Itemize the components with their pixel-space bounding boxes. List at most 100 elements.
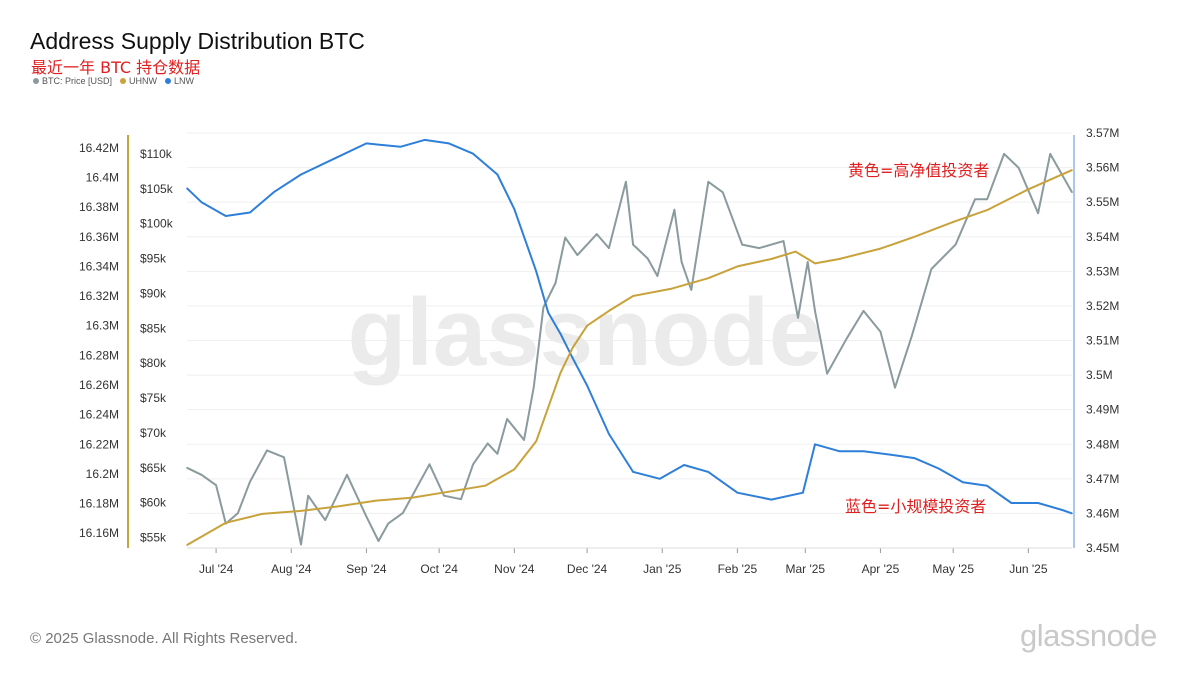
data-point xyxy=(838,450,840,453)
data-point xyxy=(472,463,474,466)
watermark: glassnode xyxy=(348,279,823,386)
data-point xyxy=(632,243,634,246)
y-tick-uhnw: 16.3M xyxy=(86,319,119,333)
data-point xyxy=(646,257,649,260)
data-point xyxy=(690,289,693,291)
data-point xyxy=(496,173,499,176)
data-point xyxy=(399,146,402,148)
data-point xyxy=(1071,191,1073,194)
data-point xyxy=(547,312,550,314)
x-tick-label: Feb '25 xyxy=(718,562,758,576)
data-point xyxy=(930,268,933,270)
data-point xyxy=(547,406,550,409)
data-point xyxy=(814,443,816,446)
y-tick-lnw: 3.53M xyxy=(1086,264,1119,278)
data-point xyxy=(911,334,913,337)
data-point xyxy=(542,306,545,309)
data-point xyxy=(186,467,188,469)
data-point xyxy=(443,494,445,497)
series xyxy=(186,138,1073,546)
data-point xyxy=(913,457,916,459)
data-point xyxy=(300,510,302,512)
x-tick-label: Dec '24 xyxy=(567,562,608,576)
x-tick-label: Mar '25 xyxy=(785,562,825,576)
data-point xyxy=(962,481,964,484)
data-point xyxy=(707,181,710,183)
y-tick-uhnw: 16.22M xyxy=(79,437,119,451)
y-tick-uhnw: 16.18M xyxy=(79,497,119,511)
y-tick-uhnw: 16.24M xyxy=(79,408,119,422)
data-point xyxy=(608,247,610,249)
x-tick-label: Sep '24 xyxy=(346,562,387,576)
data-point xyxy=(1037,212,1039,214)
data-point xyxy=(862,450,865,453)
data-point xyxy=(554,282,557,284)
data-point xyxy=(879,247,882,250)
data-point xyxy=(632,471,634,473)
y-tick-price: $60k xyxy=(140,496,167,510)
y-tick-uhnw: 16.36M xyxy=(79,230,119,244)
data-point xyxy=(974,198,976,201)
data-point xyxy=(535,270,537,273)
data-point xyxy=(632,295,634,297)
data-point xyxy=(200,201,203,203)
data-point xyxy=(736,491,739,494)
data-point xyxy=(387,522,390,525)
data-point xyxy=(428,463,431,466)
data-point xyxy=(937,467,940,470)
data-point xyxy=(741,243,743,246)
legend-dot-lnw xyxy=(165,78,172,84)
data-point xyxy=(249,480,251,483)
annotation-lnw: 蓝色=小规模投资者 xyxy=(845,497,986,516)
data-point xyxy=(273,191,276,193)
data-point xyxy=(845,338,848,340)
data-point xyxy=(671,287,673,290)
data-point xyxy=(1010,502,1013,504)
y-tick-price: $85k xyxy=(140,321,167,335)
data-point xyxy=(1049,153,1051,155)
data-point xyxy=(472,152,474,155)
legend-item-price[interactable]: BTC: Price [USD] xyxy=(33,76,112,86)
data-point xyxy=(225,522,227,524)
data-point xyxy=(683,464,685,466)
data-point xyxy=(814,310,816,312)
grid xyxy=(187,132,1072,549)
legend: BTC: Price [USD] UHNW LNW xyxy=(33,76,194,86)
y-tick-lnw: 3.5M xyxy=(1086,368,1113,382)
data-point xyxy=(564,236,566,239)
data-point xyxy=(324,519,327,521)
y-tick-uhnw: 16.4M xyxy=(86,170,119,184)
data-point xyxy=(625,181,627,183)
data-point xyxy=(1027,188,1030,191)
y-tick-lnw: 3.46M xyxy=(1086,506,1119,520)
x-tick-label: Oct '24 xyxy=(420,562,458,576)
x-tick-label: May '25 xyxy=(932,562,974,576)
legend-item-lnw[interactable]: LNW xyxy=(165,76,194,86)
y-tick-uhnw: 16.26M xyxy=(79,378,119,392)
y-tick-uhnw: 16.16M xyxy=(79,526,119,540)
data-point xyxy=(448,142,450,145)
chart-subtitle: 最近一年 BTC 持仓数据 xyxy=(31,58,201,77)
data-point xyxy=(952,221,954,223)
legend-item-uhnw[interactable]: UHNW xyxy=(120,76,157,86)
data-point xyxy=(460,498,462,501)
data-point xyxy=(814,262,816,265)
data-point xyxy=(838,258,840,260)
legend-dot-price xyxy=(33,78,39,84)
y-tick-uhnw: 16.2M xyxy=(86,467,119,481)
data-point xyxy=(894,386,896,389)
data-point xyxy=(596,233,598,235)
data-point xyxy=(722,191,724,194)
data-point xyxy=(794,250,797,253)
data-point xyxy=(283,456,285,459)
data-point xyxy=(300,173,302,176)
y-tick-price: $100k xyxy=(140,217,174,231)
data-point xyxy=(215,484,217,487)
y-tick-uhnw: 16.42M xyxy=(79,141,119,155)
data-point xyxy=(736,265,739,268)
chart-title: Address Supply Distribution BTC xyxy=(30,28,365,54)
data-point xyxy=(448,490,450,493)
data-point xyxy=(365,142,368,145)
data-point xyxy=(797,317,799,319)
data-point xyxy=(576,254,579,256)
